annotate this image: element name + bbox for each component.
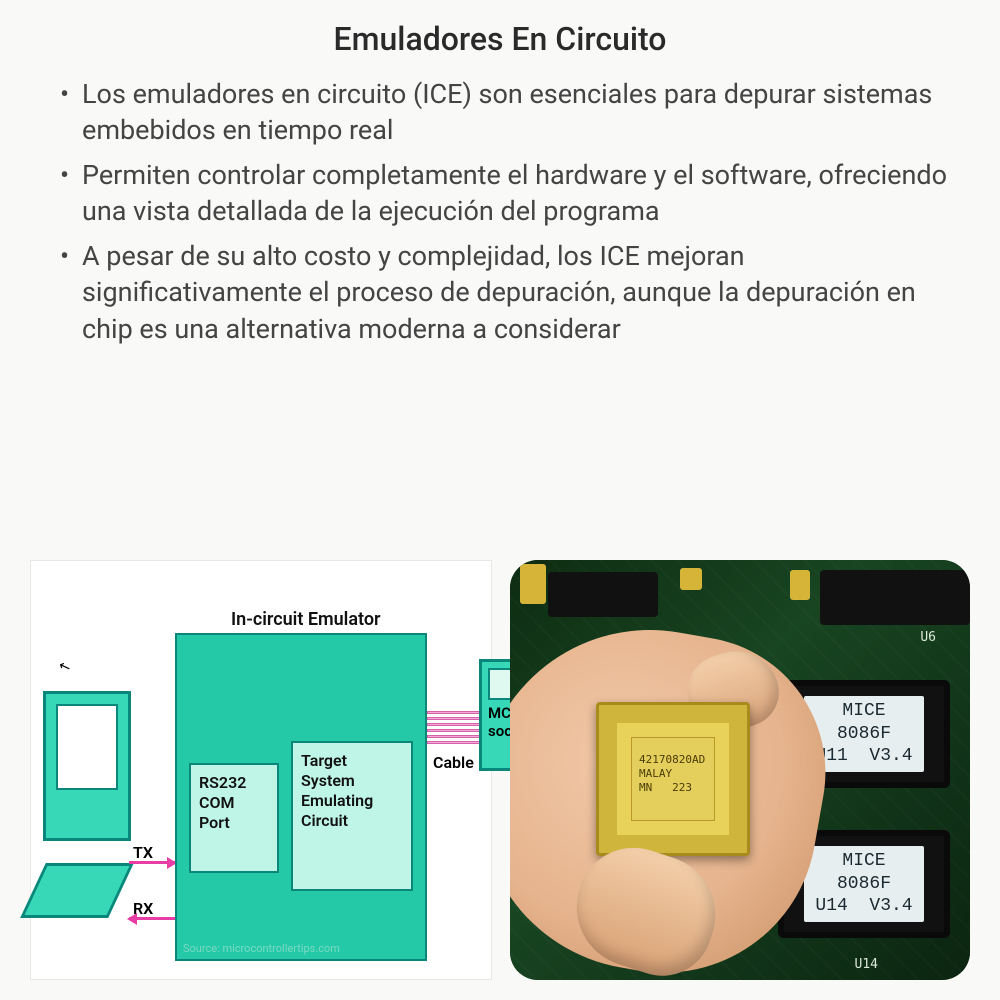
figure-row: ↖ In-circuit Emulator TX RX RS232 COM Po… [30, 560, 970, 980]
rs232-port-block: RS232 COM Port [189, 763, 279, 873]
rx-arrow [129, 917, 175, 920]
eprom-label: MICE 8086F U14 V3.4 [804, 846, 924, 922]
monitor-screen [56, 704, 118, 790]
pcb-photo: MICE 8086F U11 V3.4 MICE 8086F U14 V3.4 … [510, 560, 970, 980]
chip-marking: 42170820AD MALAY MN 223 [639, 753, 705, 794]
held-chip: 42170820AD MALAY MN 223 [596, 702, 750, 856]
list-item: A pesar de su alto costo y complejidad, … [60, 238, 970, 347]
capacitor [790, 570, 810, 600]
host-keyboard [20, 863, 134, 918]
ice-block-diagram: ↖ In-circuit Emulator TX RX RS232 COM Po… [30, 560, 492, 980]
page: Emuladores En Circuito Los emuladores en… [0, 0, 1000, 1000]
tx-arrow [129, 861, 175, 864]
ic-chip [548, 572, 658, 617]
silkscreen-label: U6 [920, 630, 936, 645]
cursor-icon: ↖ [57, 657, 73, 676]
emulator-block: RS232 COM Port Target System Emulating C… [175, 633, 427, 961]
silkscreen-label: U14 [855, 957, 878, 972]
list-item: Permiten controlar completamente el hard… [60, 157, 970, 230]
list-item: Los emuladores en circuito (ICE) son ese… [60, 76, 970, 149]
host-monitor [43, 691, 131, 841]
ic-chip [820, 570, 970, 625]
diagram-title: In-circuit Emulator [231, 609, 381, 630]
diagram-source: Source: microcontrollertips.com [183, 942, 340, 955]
target-emulating-circuit-block: Target System Emulating Circuit [291, 741, 413, 891]
page-title: Emuladores En Circuito [30, 20, 970, 58]
bullet-list: Los emuladores en circuito (ICE) son ese… [30, 76, 970, 355]
cable-label: Cable [433, 753, 474, 772]
ribbon-cable [427, 711, 481, 751]
capacitor [680, 568, 702, 590]
capacitor [520, 564, 546, 604]
tx-label: TX [133, 843, 153, 862]
